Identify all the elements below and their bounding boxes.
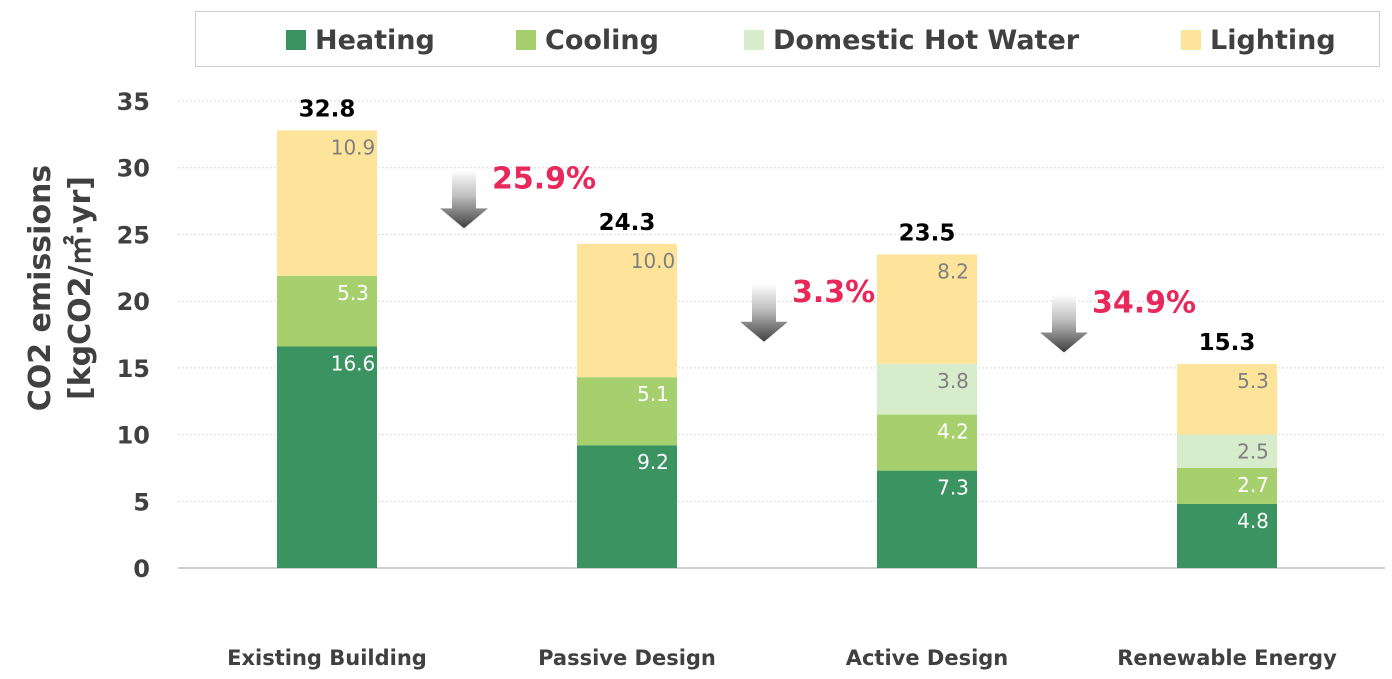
y-tick-label: 0 <box>133 555 150 583</box>
bar-segment <box>577 445 677 568</box>
data-label: 3.8 <box>937 369 969 393</box>
legend-item: Domestic Hot Water <box>744 12 1079 68</box>
data-label: 5.3 <box>337 281 369 305</box>
y-tick-label: 25 <box>117 221 150 249</box>
data-label: 16.6 <box>331 352 376 376</box>
bar-segment <box>277 130 377 276</box>
x-tick-label: Passive Design <box>538 646 716 670</box>
legend-label: Domestic Hot Water <box>773 24 1080 56</box>
reduction-label: 3.3% <box>792 275 875 310</box>
y-tick-label: 10 <box>117 422 150 450</box>
data-label: 8.2 <box>937 259 969 283</box>
data-label: 5.1 <box>637 382 669 406</box>
bar-segment <box>877 470 977 568</box>
legend-label: Heating <box>315 24 435 56</box>
bar-segment <box>1177 467 1277 504</box>
data-label: 2.5 <box>1237 440 1269 464</box>
total-label: 32.8 <box>299 96 356 122</box>
total-label: 24.3 <box>599 210 656 236</box>
legend: Heating Cooling Domestic Hot Water Lighting <box>195 11 1380 67</box>
reduction-arrow-icon <box>740 283 788 342</box>
total-label: 23.5 <box>899 220 956 246</box>
legend-swatch <box>1181 30 1201 50</box>
bar-segment <box>877 363 977 415</box>
reduction-label: 34.9% <box>1092 285 1196 320</box>
legend-label: Lighting <box>1210 24 1336 56</box>
bar-segment <box>577 243 677 378</box>
y-tick-label: 15 <box>117 355 150 383</box>
total-label: 15.3 <box>1199 330 1256 356</box>
legend-label: Cooling <box>545 24 659 56</box>
bar-segment <box>1177 434 1277 468</box>
x-tick-label: Active Design <box>846 646 1009 670</box>
bar-segment <box>277 346 377 568</box>
data-label: 2.7 <box>1237 473 1269 497</box>
reduction-arrow-icon <box>1040 294 1088 353</box>
data-label: 5.3 <box>1237 369 1269 393</box>
x-tick-label: Renewable Energy <box>1117 646 1337 670</box>
bar-segment <box>277 275 377 347</box>
legend-item: Lighting <box>1181 12 1336 68</box>
data-label: 4.8 <box>1237 509 1269 533</box>
legend-swatch <box>744 30 764 50</box>
y-tick-label: 20 <box>117 288 150 316</box>
data-label: 4.2 <box>937 420 969 444</box>
legend-item: Cooling <box>516 12 659 68</box>
legend-item: Heating <box>286 12 435 68</box>
bar-segment <box>877 254 977 364</box>
data-label: 7.3 <box>937 476 969 500</box>
bar-segment <box>877 414 977 471</box>
bar-segment <box>1177 503 1277 568</box>
reduction-label: 25.9% <box>492 161 596 196</box>
reduction-arrow-icon <box>440 170 488 229</box>
data-label: 10.0 <box>631 249 676 273</box>
legend-swatch <box>286 30 306 50</box>
bar-segment <box>1177 363 1277 435</box>
y-tick-label: 35 <box>117 88 150 116</box>
legend-swatch <box>516 30 536 50</box>
data-label: 9.2 <box>637 450 669 474</box>
y-tick-label: 5 <box>133 488 150 516</box>
data-label: 10.9 <box>331 135 376 159</box>
y-tick-label: 30 <box>117 155 150 183</box>
bar-segment <box>577 377 677 446</box>
x-tick-label: Existing Building <box>227 646 427 670</box>
